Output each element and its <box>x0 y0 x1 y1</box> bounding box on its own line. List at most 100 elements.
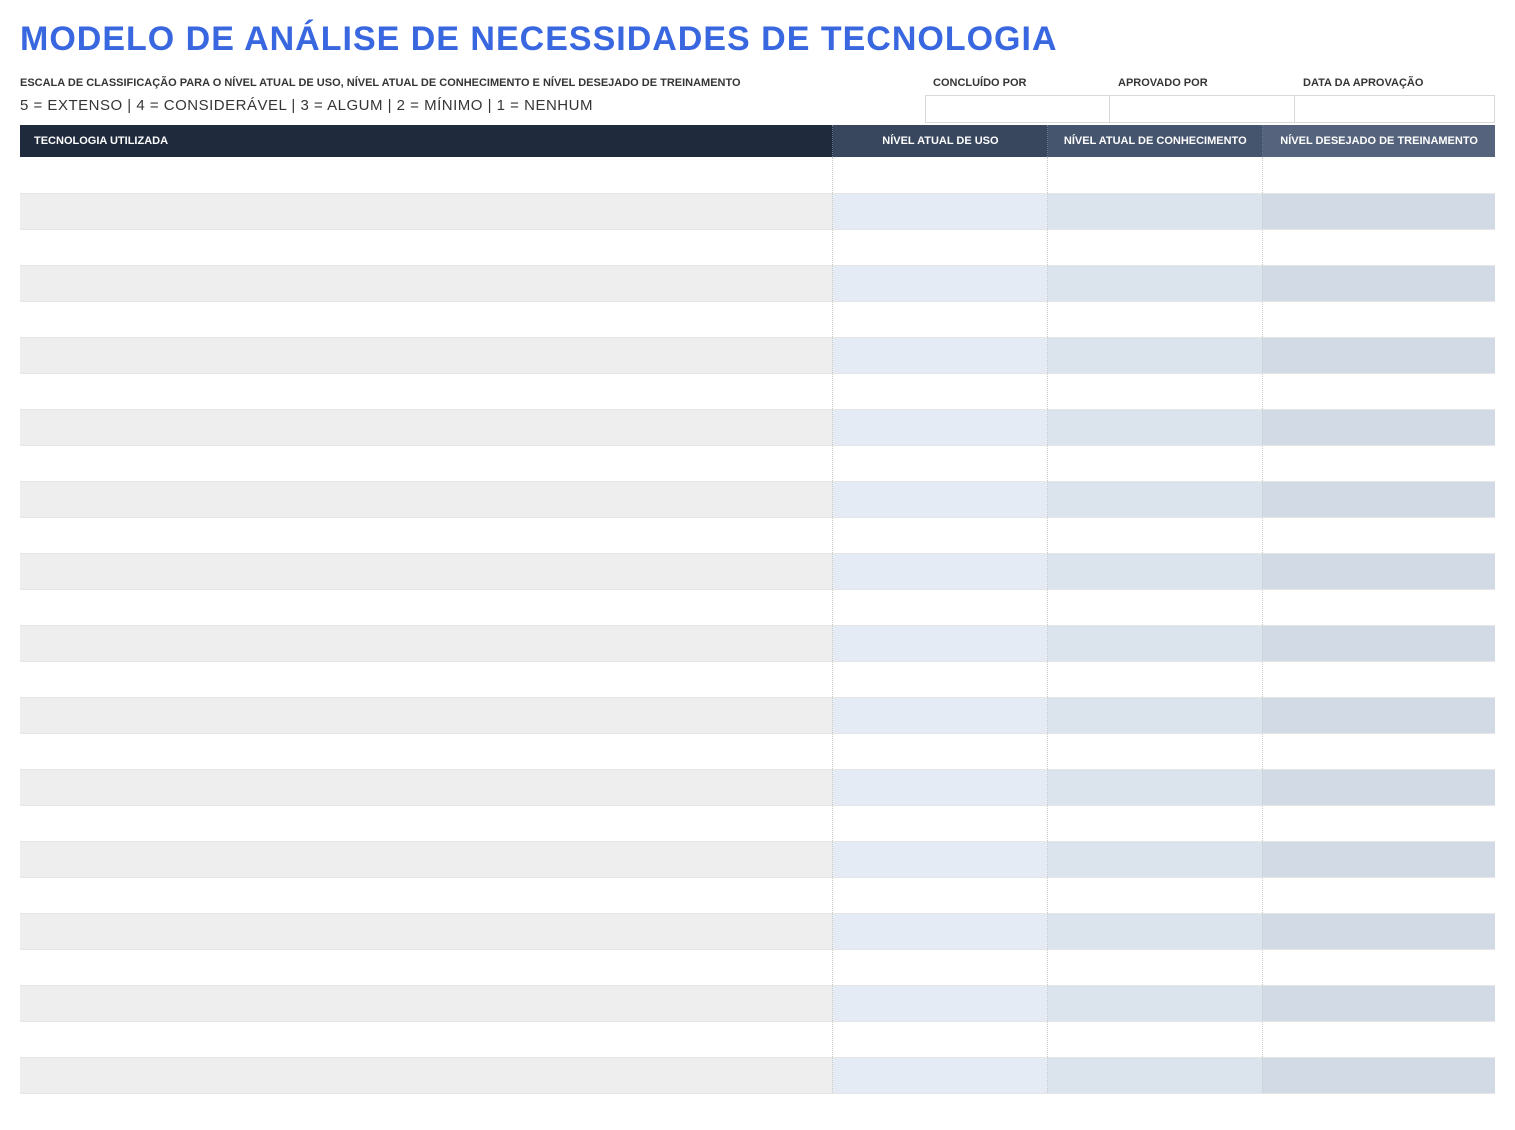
cell-use[interactable] <box>833 157 1048 193</box>
cell-train[interactable] <box>1263 1021 1495 1057</box>
cell-tech[interactable] <box>20 1057 833 1093</box>
cell-know[interactable] <box>1048 229 1263 265</box>
cell-train[interactable] <box>1263 769 1495 805</box>
cell-know[interactable] <box>1048 697 1263 733</box>
cell-use[interactable] <box>833 805 1048 841</box>
cell-use[interactable] <box>833 589 1048 625</box>
cell-use[interactable] <box>833 337 1048 373</box>
cell-train[interactable] <box>1263 841 1495 877</box>
cell-use[interactable] <box>833 553 1048 589</box>
cell-use[interactable] <box>833 373 1048 409</box>
cell-know[interactable] <box>1048 661 1263 697</box>
cell-know[interactable] <box>1048 373 1263 409</box>
cell-know[interactable] <box>1048 553 1263 589</box>
cell-train[interactable] <box>1263 949 1495 985</box>
cell-tech[interactable] <box>20 841 833 877</box>
cell-train[interactable] <box>1263 301 1495 337</box>
cell-train[interactable] <box>1263 625 1495 661</box>
cell-tech[interactable] <box>20 445 833 481</box>
cell-know[interactable] <box>1048 913 1263 949</box>
cell-tech[interactable] <box>20 985 833 1021</box>
cell-train[interactable] <box>1263 481 1495 517</box>
cell-tech[interactable] <box>20 229 833 265</box>
cell-use[interactable] <box>833 841 1048 877</box>
cell-know[interactable] <box>1048 805 1263 841</box>
cell-use[interactable] <box>833 625 1048 661</box>
cell-use[interactable] <box>833 661 1048 697</box>
cell-use[interactable] <box>833 769 1048 805</box>
cell-tech[interactable] <box>20 373 833 409</box>
cell-tech[interactable] <box>20 661 833 697</box>
cell-tech[interactable] <box>20 769 833 805</box>
cell-use[interactable] <box>833 445 1048 481</box>
cell-train[interactable] <box>1263 445 1495 481</box>
cell-train[interactable] <box>1263 697 1495 733</box>
cell-train[interactable] <box>1263 193 1495 229</box>
cell-tech[interactable] <box>20 949 833 985</box>
cell-know[interactable] <box>1048 949 1263 985</box>
cell-use[interactable] <box>833 949 1048 985</box>
cell-tech[interactable] <box>20 913 833 949</box>
cell-tech[interactable] <box>20 265 833 301</box>
cell-train[interactable] <box>1263 877 1495 913</box>
cell-train[interactable] <box>1263 229 1495 265</box>
cell-know[interactable] <box>1048 337 1263 373</box>
cell-tech[interactable] <box>20 157 833 193</box>
cell-train[interactable] <box>1263 409 1495 445</box>
cell-use[interactable] <box>833 481 1048 517</box>
cell-know[interactable] <box>1048 769 1263 805</box>
cell-use[interactable] <box>833 1021 1048 1057</box>
cell-know[interactable] <box>1048 841 1263 877</box>
cell-train[interactable] <box>1263 337 1495 373</box>
cell-use[interactable] <box>833 1057 1048 1093</box>
cell-train[interactable] <box>1263 589 1495 625</box>
cell-tech[interactable] <box>20 409 833 445</box>
cell-tech[interactable] <box>20 733 833 769</box>
cell-train[interactable] <box>1263 913 1495 949</box>
cell-tech[interactable] <box>20 193 833 229</box>
cell-train[interactable] <box>1263 661 1495 697</box>
cell-tech[interactable] <box>20 805 833 841</box>
cell-know[interactable] <box>1048 301 1263 337</box>
cell-use[interactable] <box>833 409 1048 445</box>
cell-train[interactable] <box>1263 985 1495 1021</box>
cell-tech[interactable] <box>20 697 833 733</box>
cell-use[interactable] <box>833 229 1048 265</box>
cell-know[interactable] <box>1048 985 1263 1021</box>
cell-tech[interactable] <box>20 1021 833 1057</box>
cell-use[interactable] <box>833 733 1048 769</box>
cell-know[interactable] <box>1048 517 1263 553</box>
input-approval-date[interactable] <box>1295 95 1495 123</box>
cell-tech[interactable] <box>20 877 833 913</box>
cell-know[interactable] <box>1048 625 1263 661</box>
cell-know[interactable] <box>1048 589 1263 625</box>
cell-use[interactable] <box>833 697 1048 733</box>
cell-know[interactable] <box>1048 1021 1263 1057</box>
cell-know[interactable] <box>1048 265 1263 301</box>
cell-use[interactable] <box>833 877 1048 913</box>
cell-tech[interactable] <box>20 517 833 553</box>
cell-use[interactable] <box>833 517 1048 553</box>
cell-know[interactable] <box>1048 193 1263 229</box>
cell-tech[interactable] <box>20 337 833 373</box>
cell-train[interactable] <box>1263 157 1495 193</box>
cell-know[interactable] <box>1048 157 1263 193</box>
cell-train[interactable] <box>1263 265 1495 301</box>
cell-know[interactable] <box>1048 409 1263 445</box>
cell-tech[interactable] <box>20 481 833 517</box>
input-completed-by[interactable] <box>925 95 1110 123</box>
cell-use[interactable] <box>833 985 1048 1021</box>
cell-train[interactable] <box>1263 1057 1495 1093</box>
cell-know[interactable] <box>1048 481 1263 517</box>
input-approved-by[interactable] <box>1110 95 1295 123</box>
cell-tech[interactable] <box>20 625 833 661</box>
cell-train[interactable] <box>1263 373 1495 409</box>
cell-use[interactable] <box>833 301 1048 337</box>
cell-train[interactable] <box>1263 733 1495 769</box>
cell-train[interactable] <box>1263 553 1495 589</box>
cell-train[interactable] <box>1263 517 1495 553</box>
cell-tech[interactable] <box>20 589 833 625</box>
cell-tech[interactable] <box>20 301 833 337</box>
cell-train[interactable] <box>1263 805 1495 841</box>
cell-know[interactable] <box>1048 1057 1263 1093</box>
